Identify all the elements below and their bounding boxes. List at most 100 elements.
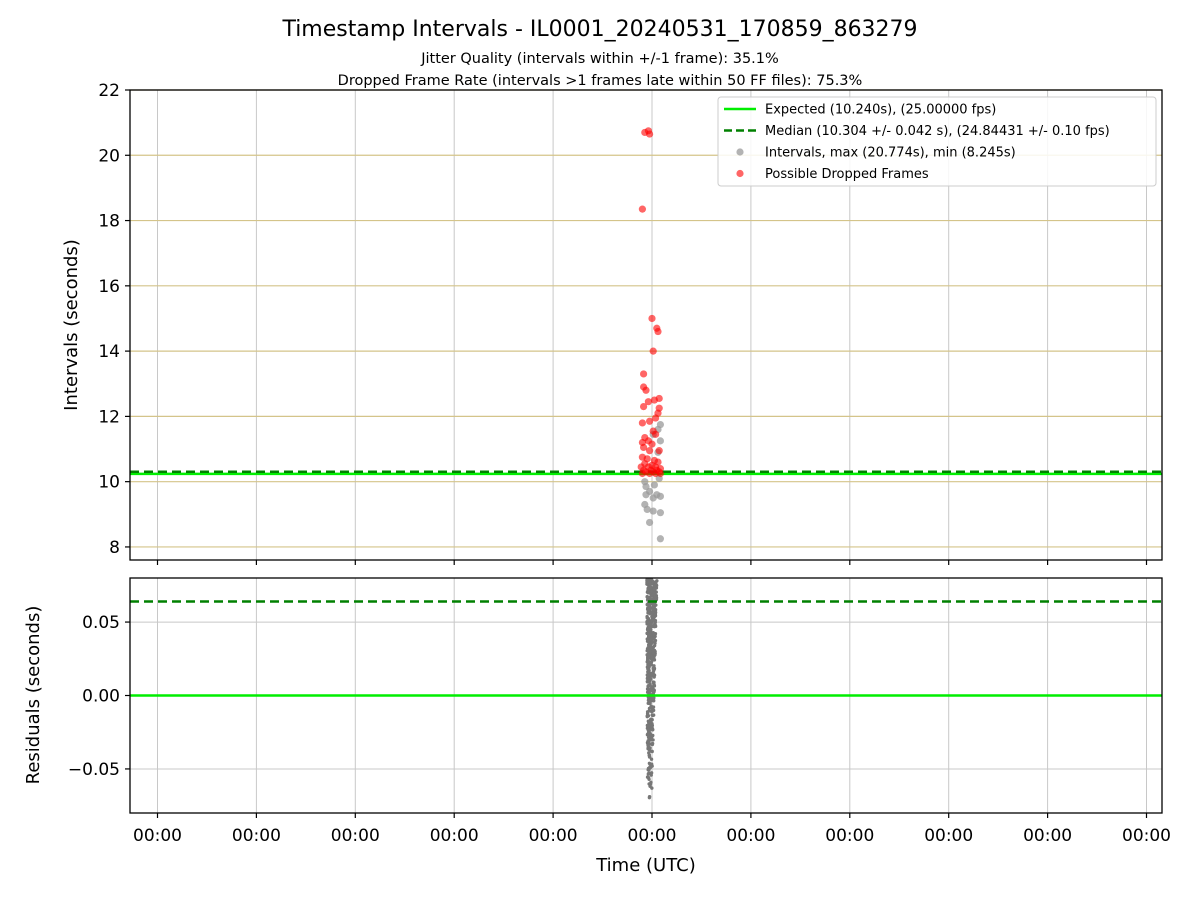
- residual-point: [648, 746, 652, 750]
- residual-point: [647, 625, 651, 630]
- dropped-frame-point: [655, 447, 663, 455]
- bottom-y-axis-label: Residuals (seconds): [23, 606, 44, 785]
- residual-point: [652, 643, 657, 648]
- residual-point: [648, 582, 652, 587]
- residual-point: [646, 670, 650, 674]
- residual-point: [645, 710, 650, 714]
- residual-point: [647, 706, 652, 711]
- residual-point: [650, 728, 655, 732]
- residual-point: [651, 688, 655, 693]
- residual-point: [647, 777, 651, 782]
- residual-point: [646, 591, 650, 595]
- bottom-y-tick-label: 0.00: [82, 687, 120, 707]
- dropped-frame-point: [648, 440, 656, 448]
- residual-point: [651, 669, 656, 674]
- residual-point: [646, 688, 651, 693]
- x-tick-label: 00:00: [133, 826, 182, 846]
- residual-point: [647, 653, 651, 657]
- residual-point: [645, 639, 650, 643]
- legend-label: Expected (10.240s), (25.00000 fps): [765, 103, 996, 118]
- residual-point: [645, 616, 649, 620]
- residual-point: [651, 666, 655, 671]
- x-tick-label: 00:00: [825, 826, 874, 846]
- residual-point: [646, 648, 650, 653]
- dropped-frame-point: [648, 314, 656, 323]
- residual-point: [649, 717, 653, 721]
- legend-box: [717, 96, 1157, 187]
- residual-point: [651, 709, 655, 713]
- dropped-frame-point: [646, 447, 654, 455]
- residual-point: [646, 646, 650, 650]
- chart-subtitle-dropped: Dropped Frame Rate (intervals >1 frames …: [338, 73, 863, 89]
- residual-point: [648, 671, 652, 676]
- residual-point: [646, 611, 650, 615]
- residual-point: [646, 728, 651, 732]
- top-y-tick-label: 14: [98, 342, 120, 362]
- residual-point: [651, 618, 656, 622]
- residual-point: [646, 724, 651, 728]
- residual-point: [647, 633, 651, 638]
- residual-point: [649, 685, 654, 689]
- dropped-frame-point: [638, 469, 647, 478]
- residual-point: [649, 677, 653, 681]
- residual-point: [645, 680, 650, 684]
- dropped-frame-point: [638, 205, 647, 213]
- top-y-tick-label: 8: [109, 538, 120, 558]
- residual-point: [648, 720, 653, 724]
- dropped-frame-point: [650, 396, 659, 404]
- residual-point: [652, 631, 656, 636]
- residual-point: [646, 743, 650, 747]
- dropped-frame-point: [649, 347, 657, 355]
- top-y-tick-label: 18: [98, 212, 120, 232]
- residual-point: [650, 764, 654, 768]
- residual-point: [645, 660, 649, 664]
- residual-point: [651, 697, 656, 701]
- residual-point: [652, 664, 656, 668]
- dropped-frame-point: [638, 419, 647, 427]
- residual-point: [652, 658, 657, 662]
- x-tick-label: 00:00: [726, 826, 775, 846]
- x-tick-label: 00:00: [1023, 826, 1072, 846]
- residual-point: [651, 733, 655, 738]
- legend-marker: [736, 169, 744, 178]
- residual-point: [649, 662, 654, 667]
- legend-label: Possible Dropped Frames: [765, 167, 929, 182]
- residual-point: [652, 591, 656, 595]
- residual-point: [645, 673, 650, 677]
- dropped-frame-point: [656, 469, 665, 478]
- chart-title: Timestamp Intervals - IL0001_20240531_17…: [281, 17, 917, 42]
- dropped-frame-point: [646, 469, 654, 478]
- residual-point: [649, 742, 653, 746]
- bottom-panel-axes: −0.05 0.00 0.05 00:00 00:00 00:00 00:00 00:00 00…: [68, 577, 1171, 846]
- residual-point: [649, 771, 654, 775]
- residual-point: [649, 660, 654, 664]
- top-panel-axes: 8 10 12 14 16 18 20 22: [98, 81, 1163, 565]
- residual-point: [649, 737, 654, 742]
- interval-point: [643, 505, 651, 514]
- legend-label: Intervals, max (20.774s), min (8.245s): [765, 146, 1016, 161]
- x-axis-label: Time (UTC): [595, 855, 696, 876]
- chart-legend: Expected (10.240s), (25.00000 fps) Median…: [717, 96, 1157, 187]
- dropped-frame-point: [640, 370, 648, 378]
- dropped-frame-point: [646, 417, 654, 425]
- residual-point: [650, 713, 655, 718]
- top-y-tick-label: 10: [98, 473, 120, 493]
- interval-point: [642, 491, 650, 499]
- interval-point: [646, 518, 654, 527]
- interval-point: [656, 492, 665, 500]
- legend-marker: [736, 148, 744, 156]
- interval-point: [649, 494, 657, 502]
- top-y-axis-label: Intervals (seconds): [61, 239, 82, 411]
- residual-point: [651, 606, 655, 610]
- residual-point: [652, 587, 657, 591]
- residual-point: [651, 649, 655, 653]
- residual-point: [647, 795, 652, 800]
- top-y-tick-label: 22: [98, 81, 120, 101]
- residual-point: [651, 580, 655, 584]
- interval-point: [650, 481, 659, 489]
- residual-point: [653, 623, 658, 628]
- top-y-tick-label: 20: [98, 146, 120, 166]
- residual-point: [652, 684, 657, 688]
- top-y-tick-label: 16: [98, 277, 120, 297]
